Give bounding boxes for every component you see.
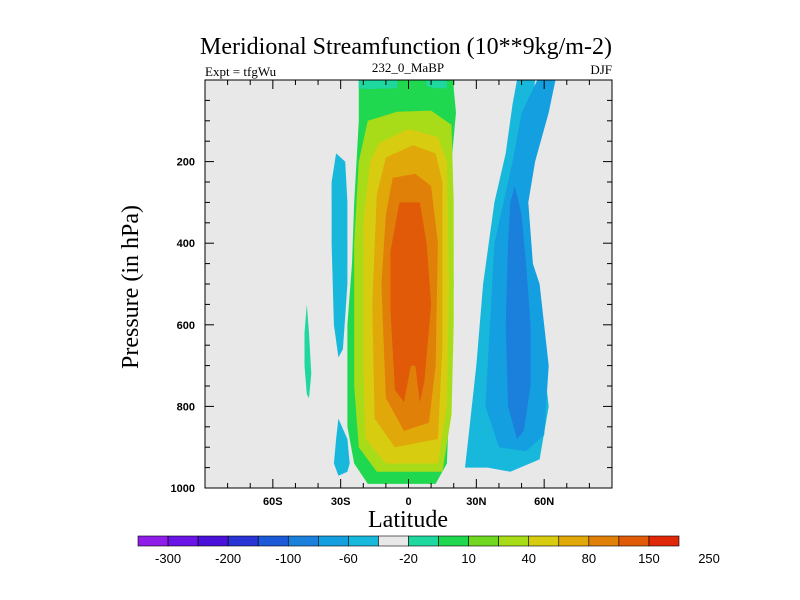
colorbar-label: 80 <box>582 551 596 566</box>
colorbar-swatch <box>438 535 469 547</box>
contour-region-blue-right-2 <box>505 186 531 439</box>
x-axis-label: Latitude <box>368 507 448 533</box>
colorbar-swatch <box>528 535 560 547</box>
colorbar-swatch <box>468 535 499 547</box>
colorbar-swatch <box>197 535 229 547</box>
y-axis: 200 400 600 800 1000 <box>171 99 612 495</box>
experiment-label: Expt = tfgWu <box>205 64 277 79</box>
chart-title: Meridional Streamfunction (10**9kg/m-2) <box>200 34 612 60</box>
contour-region-teal-top-right <box>426 80 447 89</box>
x-tick-label: 30S <box>331 496 351 508</box>
colorbar-swatch <box>648 535 680 547</box>
colorbar-swatch <box>137 535 169 547</box>
colorbar-label: -100 <box>275 551 301 566</box>
y-tick-label: 400 <box>177 238 195 250</box>
colorbar-swatch <box>498 535 530 547</box>
colorbar-swatch <box>618 535 650 547</box>
x-tick-label: 0 <box>405 496 411 508</box>
colorbar-swatch <box>558 535 590 547</box>
colorbar-label: 250 <box>698 551 720 566</box>
colorbar-label: -60 <box>339 551 358 566</box>
y-tick-label: 600 <box>177 320 195 332</box>
colorbar-swatch <box>378 535 409 547</box>
contour-region-redorange <box>390 202 432 403</box>
colorbar-label: -300 <box>155 551 181 566</box>
contour-fill-layer <box>304 80 556 484</box>
colorbar-swatch <box>348 535 379 547</box>
x-tick-label: 60N <box>534 496 554 508</box>
colorbar-label: 40 <box>521 551 535 566</box>
colorbar-swatch <box>588 535 620 547</box>
x-tick-label: 30N <box>466 496 486 508</box>
contour-region-teal-sliver <box>304 304 312 399</box>
contour-region-cyan-left-lower <box>333 418 350 476</box>
y-tick-label: 800 <box>177 401 195 413</box>
y-tick-label: 200 <box>177 157 195 169</box>
colorbar-swatch <box>318 535 349 547</box>
colorbar-swatch <box>287 535 319 547</box>
y-axis-label: Pressure (in hPa) <box>118 205 144 369</box>
contour-region-cyan-left-upper <box>331 153 348 358</box>
colorbar-label: 10 <box>461 551 475 566</box>
contour-region-teal-top <box>358 80 398 89</box>
colorbar: -300 -200 -100 -60 -20 10 40 80 150 250 <box>137 535 720 566</box>
colorbar-swatch <box>408 535 439 547</box>
colorbar-swatch <box>167 535 199 547</box>
colorbar-swatch <box>227 535 259 547</box>
colorbar-label: -200 <box>215 551 241 566</box>
colorbar-swatch <box>257 535 289 547</box>
colorbar-label: -20 <box>399 551 418 566</box>
time-label: 232_0_MaBP <box>372 60 444 75</box>
y-tick-label: 1000 <box>171 483 195 495</box>
x-axis: 60S 30S 0 30N 60N <box>227 80 590 508</box>
season-label: DJF <box>590 62 612 77</box>
x-tick-label: 60S <box>263 496 283 508</box>
colorbar-label: 150 <box>638 551 660 566</box>
